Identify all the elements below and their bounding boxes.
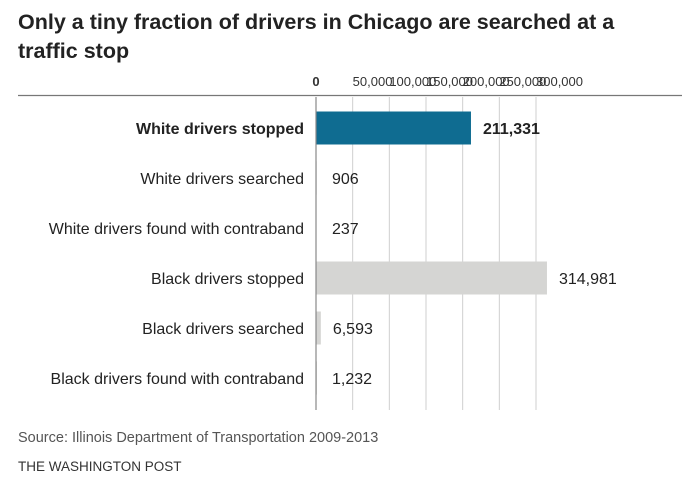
publisher-credit: THE WASHINGTON POST — [18, 459, 182, 474]
chart-title: Only a tiny fraction of drivers in Chica… — [18, 10, 615, 63]
x-tick-label: 150,000 — [426, 74, 473, 89]
data-label: 1,232 — [332, 371, 372, 388]
x-tick-label: 0 — [312, 74, 319, 89]
data-label: 6,593 — [333, 321, 373, 338]
category-label: White drivers stopped — [136, 121, 304, 138]
category-label: White drivers found with contraband — [49, 221, 304, 238]
x-tick-label: 100,000 — [389, 74, 436, 89]
bar — [316, 311, 321, 345]
category-label: Black drivers stopped — [151, 271, 304, 288]
x-tick-label: 50,000 — [353, 74, 393, 89]
data-label: 237 — [332, 221, 359, 238]
x-tick-label: 200,000 — [463, 74, 510, 89]
data-label: 211,331 — [483, 121, 540, 138]
category-label: Black drivers found with contraband — [51, 371, 304, 388]
source-note: Source: Illinois Department of Transport… — [18, 430, 379, 446]
bar — [316, 111, 471, 145]
bar — [316, 261, 547, 295]
data-label: 906 — [332, 171, 359, 188]
category-label: White drivers searched — [140, 171, 304, 188]
x-tick-label: 250,000 — [499, 74, 546, 89]
data-label: 314,981 — [559, 271, 617, 288]
category-label: Black drivers searched — [142, 321, 304, 338]
x-tick-label: 300,000 — [536, 74, 583, 89]
